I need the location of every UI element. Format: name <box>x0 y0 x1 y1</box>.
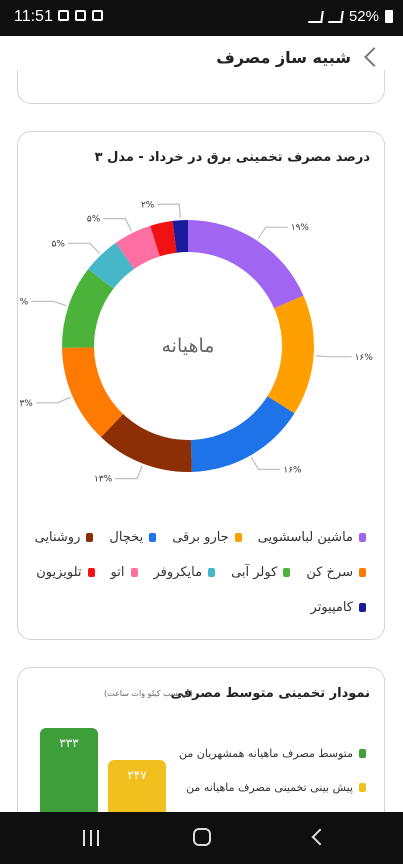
app-header: شبیه ساز مصرف <box>0 36 403 82</box>
slice-percent-label: ۵% <box>52 239 66 249</box>
legend-item: مایکروفر <box>154 565 216 580</box>
legend-swatch <box>359 603 366 612</box>
consumption-chart-card: درصد مصرف تخمینی برق در خرداد - مدل ۳ ۱۹… <box>17 131 385 640</box>
average-chart-unit: (برحسب کیلو وات ساعت) <box>104 689 193 698</box>
donut-slice <box>62 269 114 348</box>
bar-city-average: ۳۳۳ <box>40 728 98 826</box>
leader-line <box>31 300 67 307</box>
previous-card-edge <box>17 70 385 104</box>
legend-swatch <box>130 568 138 577</box>
chart-center-label: ماهیانه <box>162 335 215 357</box>
legend-item: کامپیوتر <box>311 600 366 615</box>
legend-label: تلویزیون <box>36 565 82 580</box>
home-icon[interactable] <box>193 828 211 846</box>
legend-label: کولر آبی <box>231 565 278 580</box>
average-consumption-card: نمودار تخمینی متوسط مصرفی (برحسب کیلو وا… <box>17 667 385 827</box>
bar-value-label: ۳۳۳ <box>59 736 79 750</box>
legend-label: مایکروفر <box>153 565 203 580</box>
legend-swatch <box>283 568 291 577</box>
battery-icon <box>385 10 393 23</box>
status-bar: 11:51 52% <box>0 0 403 36</box>
legend-label: ماشین لباسشویی <box>257 530 353 545</box>
bar-value-label: ۲۴۷ <box>127 768 147 782</box>
chart-legend: ماشین لباسشویی جارو برقی یخچال روشنایی سرخ … <box>26 530 366 635</box>
average-chart-title: نمودار تخمینی متوسط مصرفی <box>170 686 371 701</box>
leader-line <box>250 456 281 470</box>
legend-label: متوسط مصرف ماهیانه همشهریان من <box>179 747 353 760</box>
legend-item: اتو <box>111 565 138 580</box>
legend-row: سرخ کن کولر آبی مایکروفر اتو تلویزیون <box>26 565 366 580</box>
slice-percent-label: ۱۶% <box>355 353 374 363</box>
average-legend-item: پیش بینی تخمینی مصرف ماهیانه من <box>186 781 366 794</box>
chart-title: درصد مصرف تخمینی برق در خرداد - مدل ۳ <box>94 150 370 165</box>
slice-percent-label: ۱۳% <box>18 399 33 409</box>
recent-apps-icon[interactable] <box>83 830 99 846</box>
legend-row: ماشین لباسشویی جارو برقی یخچال روشنایی <box>26 530 366 545</box>
legend-item: روشنایی <box>35 530 94 545</box>
status-time: 11:51 <box>14 8 53 25</box>
legend-item: تلویزیون <box>36 565 95 580</box>
legend-row: کامپیوتر <box>26 600 366 615</box>
legend-swatch <box>359 783 366 792</box>
donut-chart: ۱۹% ۱۶% ۱۶% ۱۳% ۱۳% ۱۱% ۵% ۵% ۲% ماهیانه <box>18 200 374 485</box>
legend-label: اتو <box>110 565 125 580</box>
legend-item: سرخ کن <box>306 565 366 580</box>
leader-line <box>257 226 288 240</box>
back-chevron-icon[interactable] <box>364 47 384 67</box>
legend-swatch <box>208 568 216 577</box>
legend-label: یخچال <box>109 530 144 545</box>
legend-label: سرخ کن <box>306 565 353 580</box>
signal-icon <box>328 10 344 23</box>
donut-slice <box>188 220 304 309</box>
notification-icons <box>58 10 103 21</box>
leader-line <box>115 465 143 480</box>
legend-swatch <box>87 568 95 577</box>
slice-percent-label: ۱۶% <box>283 465 302 475</box>
donut-slice <box>267 295 314 414</box>
legend-item: ماشین لباسشویی <box>258 530 366 545</box>
leader-line <box>67 242 101 254</box>
donut-slice <box>150 220 177 257</box>
legend-swatch <box>359 533 366 542</box>
average-legend-item: متوسط مصرف ماهیانه همشهریان من <box>179 747 366 760</box>
battery-percent: 52% <box>348 8 379 25</box>
leader-line <box>35 396 71 404</box>
legend-item: کولر آبی <box>231 565 291 580</box>
gallery-icon <box>58 10 69 21</box>
donut-slice <box>62 347 124 438</box>
slice-percent-label: ۱۱% <box>18 297 29 307</box>
slice-percent-label: ۵% <box>87 215 101 225</box>
page-title: شبیه ساز مصرف <box>216 48 351 67</box>
legend-label: جارو برقی <box>172 530 229 545</box>
legend-swatch <box>86 533 94 542</box>
legend-item: یخچال <box>109 530 157 545</box>
donut-slice <box>172 220 188 253</box>
legend-swatch <box>359 749 366 758</box>
chat-icon <box>75 10 86 21</box>
legend-swatch <box>234 533 242 542</box>
legend-item: جارو برقی <box>172 530 242 545</box>
slice-percent-label: ۱۹% <box>291 223 310 233</box>
legend-swatch <box>359 568 366 577</box>
slice-percent-label: ۱۳% <box>94 475 113 485</box>
status-right: 52% <box>308 8 393 25</box>
legend-label: پیش بینی تخمینی مصرف ماهیانه من <box>186 781 353 794</box>
back-icon[interactable] <box>311 828 329 846</box>
leader-line <box>157 203 181 219</box>
app-icon <box>92 10 103 21</box>
legend-swatch <box>149 533 157 542</box>
donut-slice <box>88 242 135 289</box>
leader-line <box>315 355 352 358</box>
legend-label: کامپیوتر <box>310 600 353 615</box>
system-nav-bar <box>0 812 403 864</box>
donut-slice <box>115 225 160 269</box>
donut-slice <box>100 413 192 472</box>
legend-label: روشنایی <box>34 530 81 545</box>
leader-line <box>103 218 132 232</box>
donut-slice <box>190 396 295 472</box>
wifi-icon <box>308 10 324 23</box>
slice-percent-label: ۲% <box>141 200 155 210</box>
